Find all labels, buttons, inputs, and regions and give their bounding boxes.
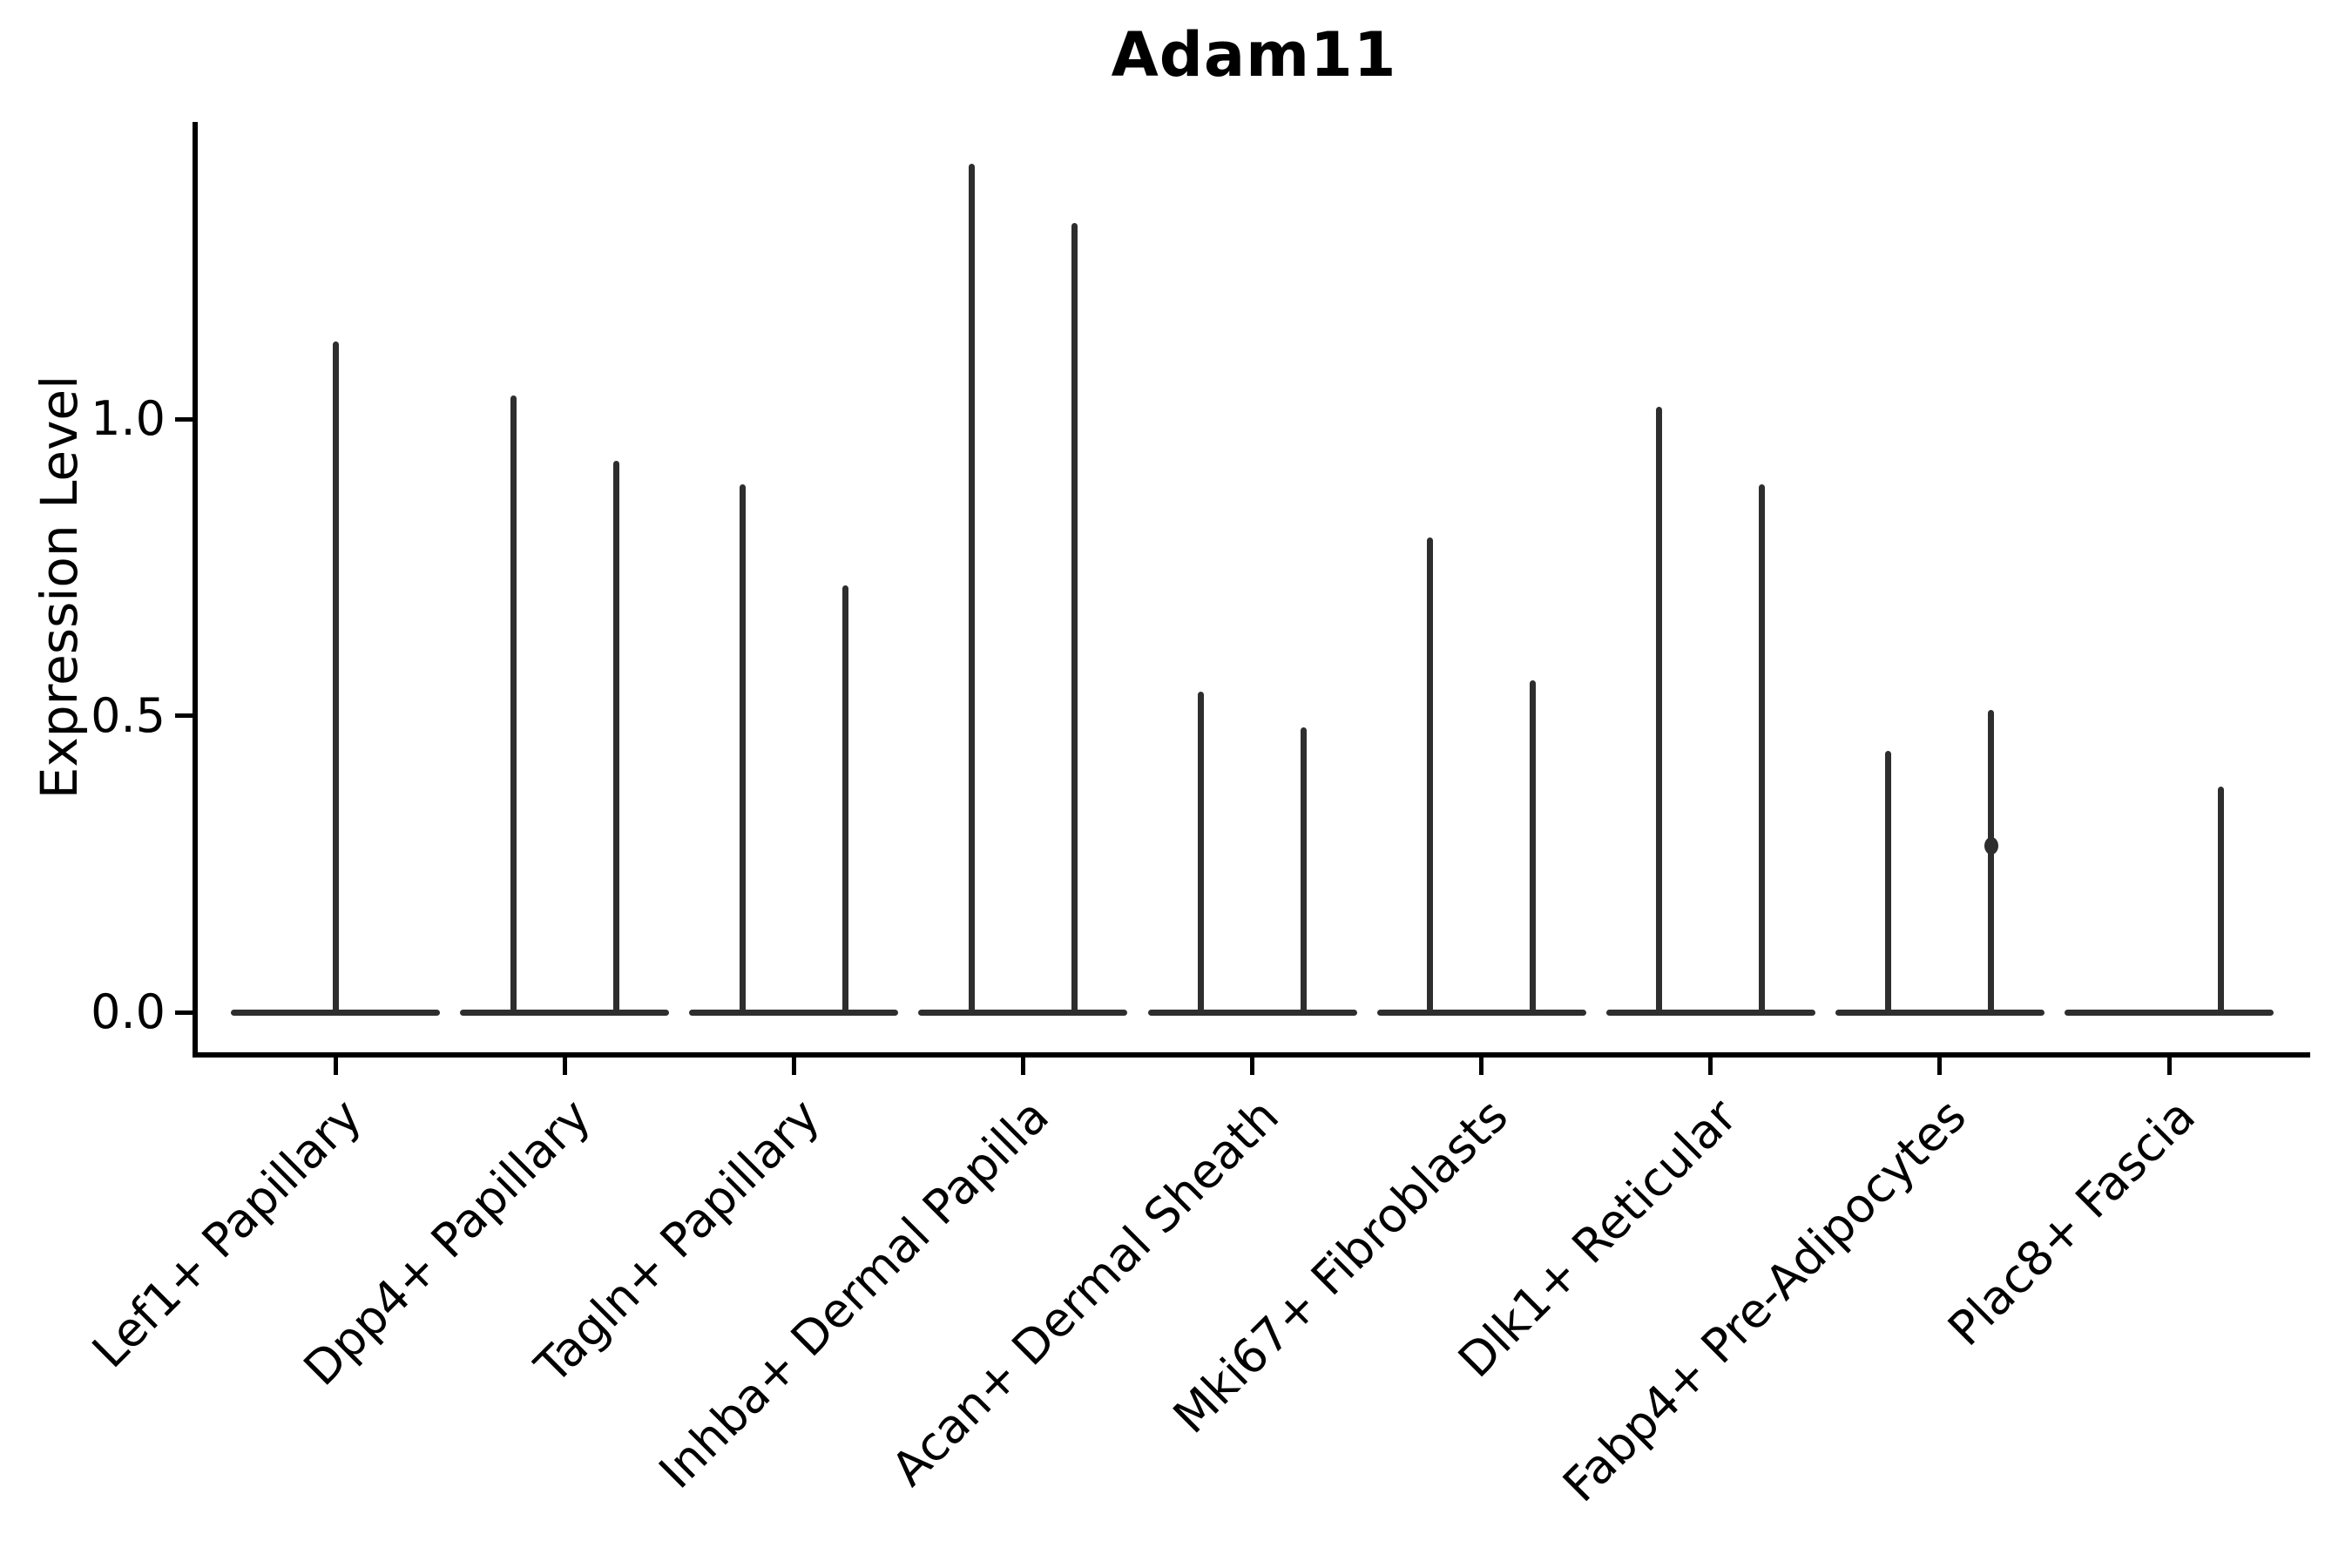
x-tick-mark	[1250, 1058, 1254, 1075]
y-tick-label: 1.0	[91, 391, 166, 446]
x-tick-label: Plac8+ Fascia	[1937, 1088, 2206, 1357]
violin-spike	[1427, 537, 1434, 1016]
y-tick-mark	[175, 416, 193, 422]
violin-spike	[1759, 483, 1766, 1016]
x-tick-mark	[333, 1058, 338, 1075]
y-tick-label: 0.0	[91, 984, 166, 1039]
x-tick-mark	[1937, 1058, 1943, 1075]
chart-title: Adam11	[1111, 19, 1397, 91]
x-tick-mark	[1020, 1058, 1025, 1075]
x-tick-mark	[1708, 1058, 1713, 1075]
violin-spike	[1988, 709, 1995, 1016]
y-axis-spine	[193, 122, 198, 1058]
violin-spike	[1885, 751, 1892, 1016]
x-tick-label: Dlk1+ Reticular	[1447, 1088, 1747, 1389]
x-tick-label: Inhba+ Dermal Papilla	[648, 1088, 1060, 1499]
y-tick-mark	[175, 1010, 193, 1015]
violin-spike	[1198, 692, 1204, 1016]
x-tick-mark	[791, 1058, 796, 1075]
violin-spike	[1301, 727, 1307, 1016]
violin-spike	[1530, 679, 1537, 1016]
x-tick-label: Acan+ Dermal Sheath	[880, 1088, 1289, 1497]
violin-spike	[841, 585, 848, 1016]
x-tick-label: Mki67+ Fibroblasts	[1162, 1088, 1518, 1444]
x-tick-mark	[562, 1058, 567, 1075]
violin-baseline	[918, 1009, 1128, 1016]
violin-spike	[739, 483, 746, 1016]
y-tick-mark	[175, 713, 193, 718]
x-tick-mark	[1479, 1058, 1484, 1075]
violin-baseline	[1605, 1009, 1815, 1016]
violin-baseline	[1835, 1009, 2044, 1016]
violin-baseline	[460, 1009, 670, 1016]
violin-spike	[968, 164, 975, 1016]
violin-spike	[1071, 223, 1078, 1016]
x-tick-label: Tagln+ Papillary	[524, 1088, 831, 1394]
x-axis-spine	[193, 1052, 2310, 1058]
violin-spike	[1656, 407, 1663, 1016]
y-tick-label: 0.5	[91, 687, 166, 743]
violin-bump	[1984, 837, 1998, 855]
x-tick-mark	[2166, 1058, 2172, 1075]
violin-baseline	[689, 1009, 899, 1016]
violin-spike	[2217, 787, 2224, 1016]
violin-baseline	[1376, 1009, 1586, 1016]
violin-spike	[612, 460, 619, 1016]
violin-spike	[510, 395, 517, 1016]
violin-baseline	[2065, 1009, 2274, 1016]
x-tick-label: Dpp4+ Papillary	[293, 1088, 602, 1396]
violin-spike	[332, 341, 339, 1016]
x-tick-label: Fabp4+ Pre-Adipocytes	[1551, 1088, 1977, 1513]
violin-baseline	[1147, 1009, 1357, 1016]
